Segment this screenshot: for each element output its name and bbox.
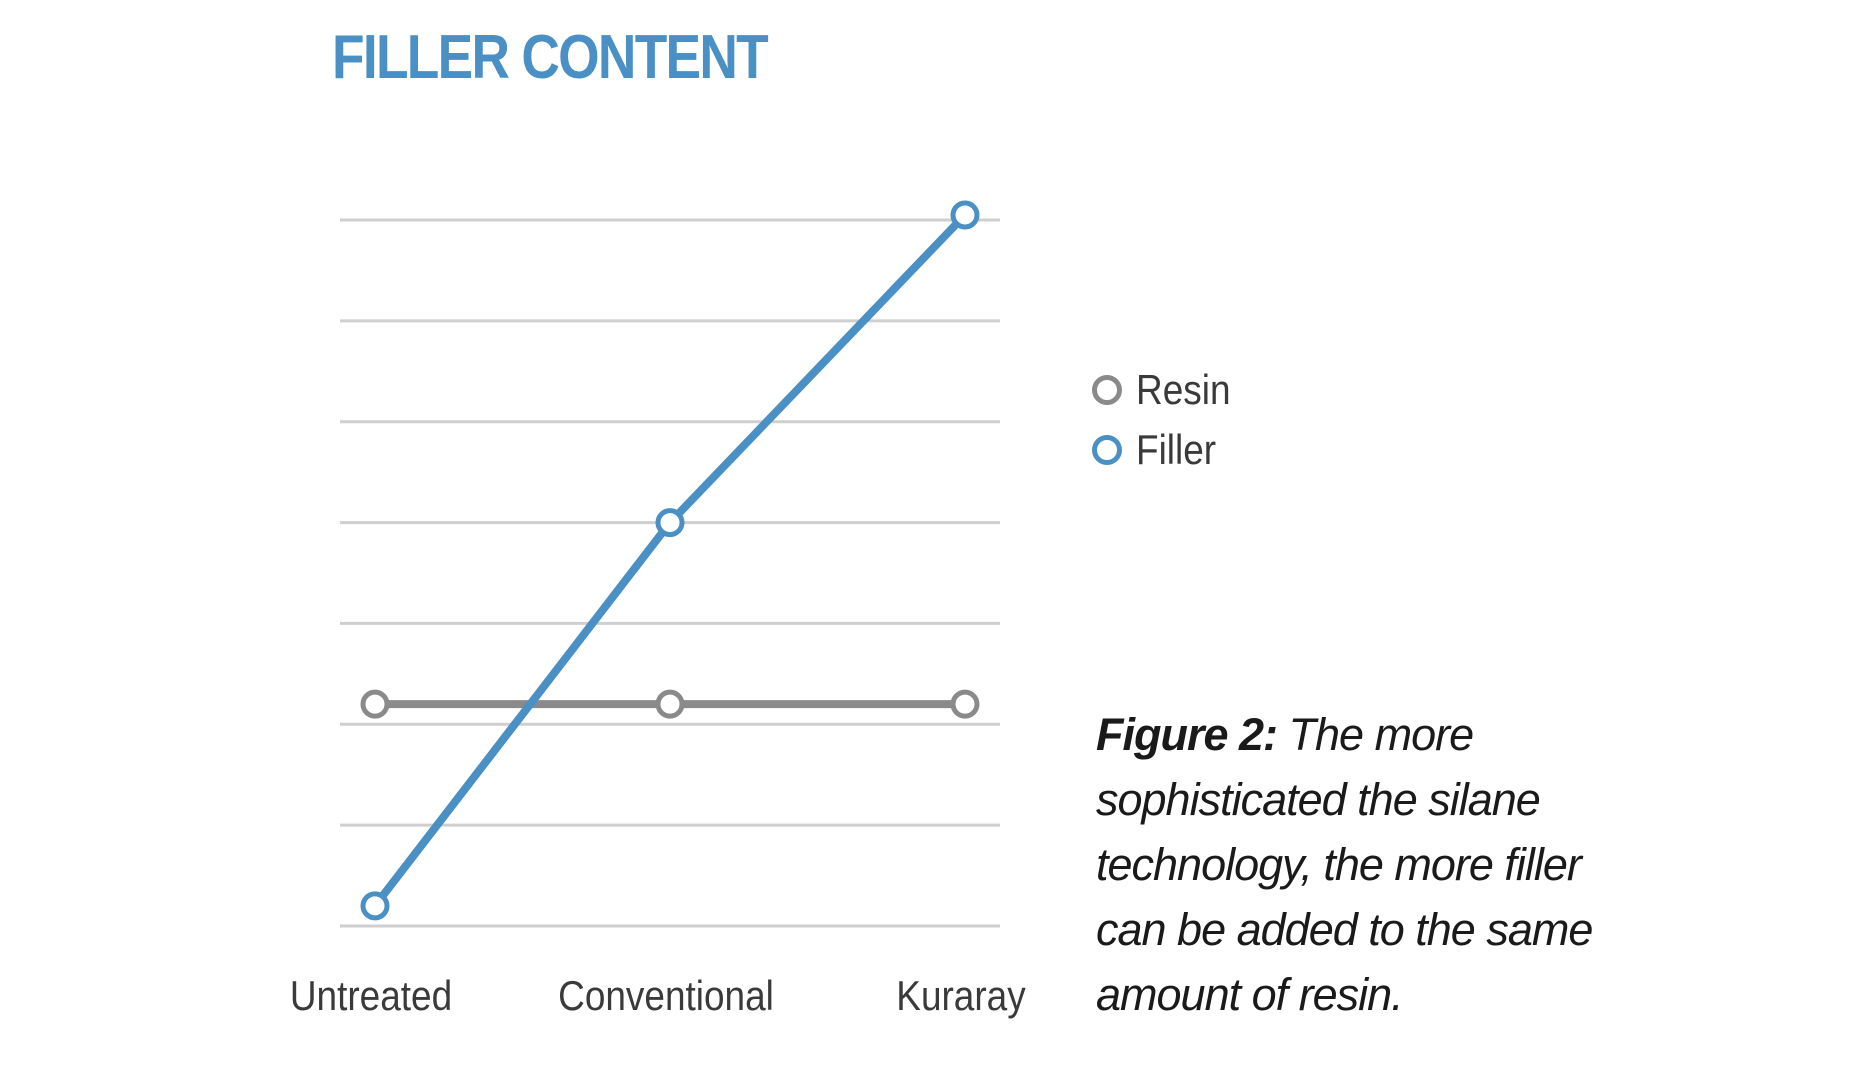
resin-point-kuraray [950, 689, 980, 719]
legend-label: Resin [1136, 366, 1231, 413]
filler-point-conventional [655, 508, 685, 538]
resin-point-conventional [655, 689, 685, 719]
filler-marker-icon [1092, 435, 1122, 465]
series-lines [371, 212, 968, 909]
filler-point-untreated [360, 891, 390, 921]
x-axis-tick-labels: Untreated Conventional Kuraray [290, 973, 1026, 1020]
x-tick-label: Untreated [290, 973, 452, 1020]
figure-caption: Figure 2: The more sophisticated the sil… [1096, 702, 1616, 1027]
legend-label: Filler [1136, 426, 1217, 473]
legend-item-filler: Filler [1092, 420, 1243, 480]
series-markers [360, 200, 980, 921]
legend-item-resin: Resin [1092, 360, 1243, 420]
x-tick-label: Conventional [558, 973, 774, 1020]
filler-series-line [371, 212, 968, 909]
filler-point-kuraray [950, 200, 980, 230]
legend: Resin Filler [1092, 360, 1243, 480]
resin-marker-icon [1092, 375, 1122, 405]
resin-point-untreated [360, 689, 390, 719]
gridlines [340, 218, 1000, 928]
caption-text: The more sophisticated the silane techno… [1096, 709, 1593, 1020]
caption-lead: Figure 2: [1096, 709, 1278, 760]
chart-title: FILLER CONTENT [332, 23, 769, 92]
x-tick-label: Kuraray [896, 973, 1026, 1020]
